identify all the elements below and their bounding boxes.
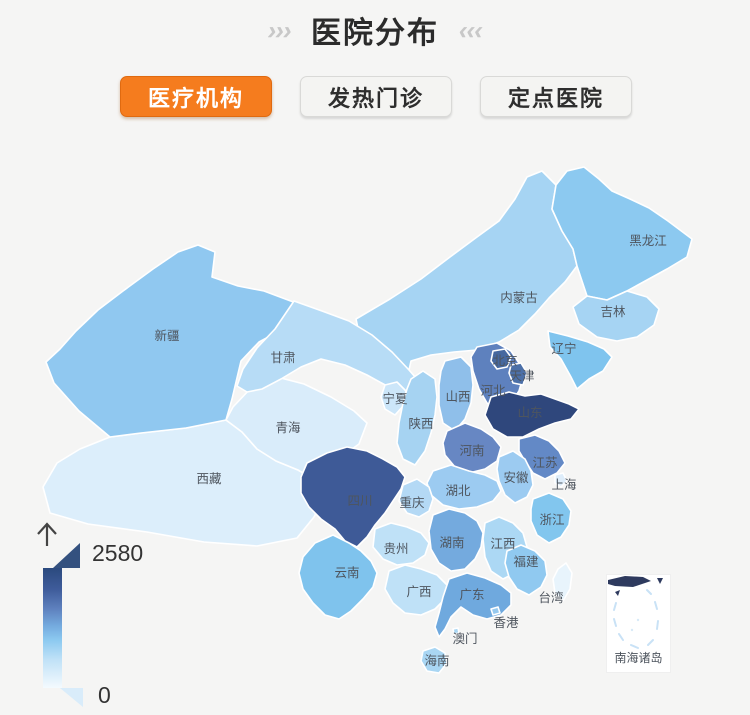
label-xizang: 西藏 [196,472,222,486]
label-jiangsu: 江苏 [532,455,557,470]
label-heilongjiang: 黑龙江 [629,234,667,248]
label-hunan: 湖南 [439,535,464,550]
province-chongqing[interactable] [398,478,434,518]
label-anhui: 安徽 [503,470,529,485]
province-xinjiang[interactable] [45,244,297,438]
label-macau: 澳门 [452,631,477,646]
label-beijing: 北京 [492,354,517,368]
inset-nine-dash-line [613,589,659,649]
label-jilin: 吉林 [600,305,626,319]
inset-island-dot [636,618,640,622]
label-chongqing: 重庆 [399,495,425,510]
province-beijing[interactable] [490,348,512,370]
tab-medical-institutions[interactable]: 医疗机构 [120,76,272,117]
tab-designated-hospitals[interactable]: 定点医院 [480,76,632,117]
label-liaoning: 辽宁 [551,341,576,356]
label-qinghai: 青海 [275,420,301,435]
province-fujian[interactable] [504,544,548,596]
inset-mainland-shape [608,576,663,596]
hospital-type-tabs: 医疗机构 发热门诊 定点医院 [120,76,632,117]
label-shandong: 山东 [517,406,542,420]
province-henan[interactable] [442,422,502,474]
label-tianjin: 天津 [509,369,534,383]
province-yunnan[interactable] [298,534,378,620]
province-gansu[interactable] [236,300,431,408]
province-tianjin[interactable] [508,362,528,386]
tab-fever-clinics[interactable]: 发热门诊 [300,76,452,117]
label-henan: 河南 [459,443,484,458]
province-hainan[interactable] [420,646,448,674]
province-ningxia[interactable] [380,381,407,416]
province-liaoning[interactable] [547,330,613,390]
legend-max-value: 2580 [92,540,144,566]
label-shaanxi: 陕西 [408,416,433,431]
province-hunan[interactable] [428,508,484,572]
province-shanghai[interactable] [554,472,568,488]
province-labels: 新疆 西藏 青海 甘肃 宁夏 内蒙古 黑龙江 吉林 辽宁 河北 北京 天津 山西… [154,234,666,668]
label-guangxi: 广西 [406,585,431,599]
label-hainan: 海南 [424,653,449,668]
label-shanghai: 上海 [551,477,577,492]
province-macau[interactable] [452,627,460,635]
province-guizhou[interactable] [372,522,430,566]
province-neimenggu[interactable] [355,170,578,380]
province-hongkong[interactable] [490,606,501,616]
south-china-sea-inset: 南海诸岛 [606,574,671,673]
label-taiwan: 台湾 [538,590,563,605]
label-zhejiang: 浙江 [539,512,564,527]
page-header: ››› 医院分布 ‹‹‹ [0,8,750,52]
label-jiangxi: 江西 [490,537,515,551]
province-guangxi[interactable] [384,564,448,616]
label-gansu: 甘肃 [270,351,295,365]
legend-gradient-bar[interactable] [43,568,62,688]
label-fujian: 福建 [513,554,539,569]
page-title: 医院分布 [311,17,439,50]
inset-label: 南海诸岛 [614,651,663,665]
inset-island-dot [630,628,634,632]
province-heilongjiang[interactable] [551,166,693,301]
label-guizhou: 贵州 [383,542,408,556]
province-zhejiang[interactable] [530,492,572,544]
legend-min-value: 0 [98,682,111,708]
label-hongkong: 香港 [493,616,519,630]
province-shaanxi[interactable] [396,370,438,466]
label-ningxia: 宁夏 [382,391,408,406]
province-shandong[interactable] [484,391,580,438]
label-yunnan: 云南 [334,565,359,580]
label-neimenggu: 内蒙古 [500,290,538,305]
label-shanxi: 山西 [445,390,470,404]
province-jilin[interactable] [572,290,660,342]
province-sichuan[interactable] [300,446,406,548]
label-guangdong: 广东 [459,588,484,602]
province-guangdong[interactable] [434,572,512,638]
province-anhui[interactable] [496,450,534,504]
label-hebei: 河北 [480,384,506,398]
province-taiwan[interactable] [552,562,573,602]
label-hubei: 湖北 [445,483,471,498]
label-sichuan: 四川 [347,494,372,508]
label-xinjiang: 新疆 [154,328,179,343]
